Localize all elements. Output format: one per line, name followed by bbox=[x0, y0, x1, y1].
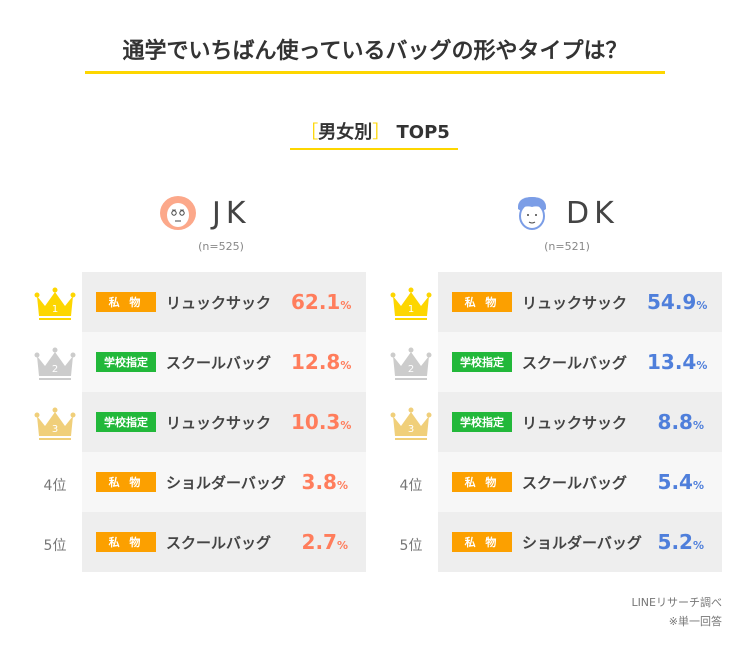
badge-school: 学校指定 bbox=[452, 412, 512, 432]
source-note: LINEリサーチ調べ bbox=[631, 596, 722, 609]
item-label: スクールバッグ bbox=[522, 353, 628, 372]
percent-value: 2.7% bbox=[301, 530, 348, 554]
subtitle: ［男女別］ TOP5 bbox=[0, 118, 750, 144]
item-label: リュックサック bbox=[522, 293, 628, 312]
percent-value: 12.8% bbox=[291, 350, 352, 374]
table-row: 私 物 リュックサック 54.9% bbox=[438, 272, 722, 332]
table-row: 学校指定 スクールバッグ 13.4% bbox=[438, 332, 722, 392]
bracket-close: ］ bbox=[372, 122, 391, 143]
badge-school: 学校指定 bbox=[452, 352, 512, 372]
percent-value: 62.1% bbox=[291, 290, 352, 314]
rank-4-dk: 4位 bbox=[399, 478, 423, 494]
percent-value: 10.3% bbox=[291, 410, 352, 434]
jk-header: JK bbox=[158, 193, 251, 233]
table-row: 私 物 ショルダーバッグ 3.8% bbox=[82, 452, 366, 512]
item-label: スクールバッグ bbox=[166, 533, 272, 552]
girl-face-icon bbox=[160, 196, 196, 230]
boy-face-icon bbox=[517, 197, 547, 230]
table-row: 私 物 リュックサック 62.1% bbox=[82, 272, 366, 332]
percent-value: 8.8% bbox=[657, 410, 704, 434]
item-label: リュックサック bbox=[166, 413, 272, 432]
group-name-dk: DK bbox=[566, 195, 619, 231]
sample-size-dk: (n=521) bbox=[544, 240, 590, 253]
rank-4-jk: 4位 bbox=[43, 478, 67, 494]
subtitle-suffix: TOP5 bbox=[396, 122, 450, 143]
silver-crown-icon: 2 bbox=[33, 346, 77, 382]
title-underline bbox=[85, 71, 665, 74]
percent-value: 5.2% bbox=[657, 530, 704, 554]
page-title: 通学でいちばん使っているバッグの形やタイプは？ bbox=[122, 39, 628, 64]
table-row: 私 物 スクールバッグ 2.7% bbox=[82, 512, 366, 572]
percent-value: 54.9% bbox=[647, 290, 708, 314]
subtitle-underline bbox=[290, 148, 458, 150]
badge-private: 私 物 bbox=[452, 472, 512, 492]
svg-text:1: 1 bbox=[52, 304, 58, 315]
badge-school: 学校指定 bbox=[96, 352, 156, 372]
bronze-crown-icon: 3 bbox=[389, 406, 433, 442]
table-row: 私 物 ショルダーバッグ 5.2% bbox=[438, 512, 722, 572]
percent-value: 5.4% bbox=[657, 470, 704, 494]
item-label: ショルダーバッグ bbox=[166, 473, 286, 492]
badge-private: 私 物 bbox=[96, 292, 156, 312]
table-row: 学校指定 リュックサック 10.3% bbox=[82, 392, 366, 452]
item-label: スクールバッグ bbox=[522, 473, 628, 492]
percent-value: 13.4% bbox=[647, 350, 708, 374]
rank-5-dk: 5位 bbox=[399, 538, 423, 554]
badge-private: 私 物 bbox=[96, 472, 156, 492]
item-label: リュックサック bbox=[166, 293, 272, 312]
svg-text:3: 3 bbox=[408, 424, 414, 435]
table-row: 私 物 スクールバッグ 5.4% bbox=[438, 452, 722, 512]
dk-header: DK bbox=[512, 193, 619, 233]
svg-text:3: 3 bbox=[52, 424, 58, 435]
table-row: 学校指定 リュックサック 8.8% bbox=[438, 392, 722, 452]
badge-private: 私 物 bbox=[96, 532, 156, 552]
sample-size-jk: (n=525) bbox=[198, 240, 244, 253]
item-label: スクールバッグ bbox=[166, 353, 272, 372]
item-label: ショルダーバッグ bbox=[522, 533, 642, 552]
table-row: 学校指定 スクールバッグ 12.8% bbox=[82, 332, 366, 392]
svg-text:2: 2 bbox=[408, 364, 414, 375]
gold-crown-icon: 1 bbox=[33, 286, 77, 322]
jk-ranking-table: 私 物 リュックサック 62.1% 学校指定 スクールバッグ 12.8% 学校指… bbox=[82, 272, 366, 572]
dk-ranking-table: 私 物 リュックサック 54.9% 学校指定 スクールバッグ 13.4% 学校指… bbox=[438, 272, 722, 572]
answer-note: ※単一回答 bbox=[668, 615, 722, 628]
item-label: リュックサック bbox=[522, 413, 628, 432]
subtitle-label: 男女別 bbox=[318, 122, 373, 143]
gold-crown-icon: 1 bbox=[389, 286, 433, 322]
svg-text:1: 1 bbox=[408, 304, 414, 315]
badge-school: 学校指定 bbox=[96, 412, 156, 432]
badge-private: 私 物 bbox=[452, 532, 512, 552]
bracket-open: ［ bbox=[300, 122, 319, 143]
badge-private: 私 物 bbox=[452, 292, 512, 312]
percent-value: 3.8% bbox=[301, 470, 348, 494]
group-name-jk: JK bbox=[212, 195, 251, 231]
svg-text:2: 2 bbox=[52, 364, 58, 375]
silver-crown-icon: 2 bbox=[389, 346, 433, 382]
bronze-crown-icon: 3 bbox=[33, 406, 77, 442]
rank-5-jk: 5位 bbox=[43, 538, 67, 554]
